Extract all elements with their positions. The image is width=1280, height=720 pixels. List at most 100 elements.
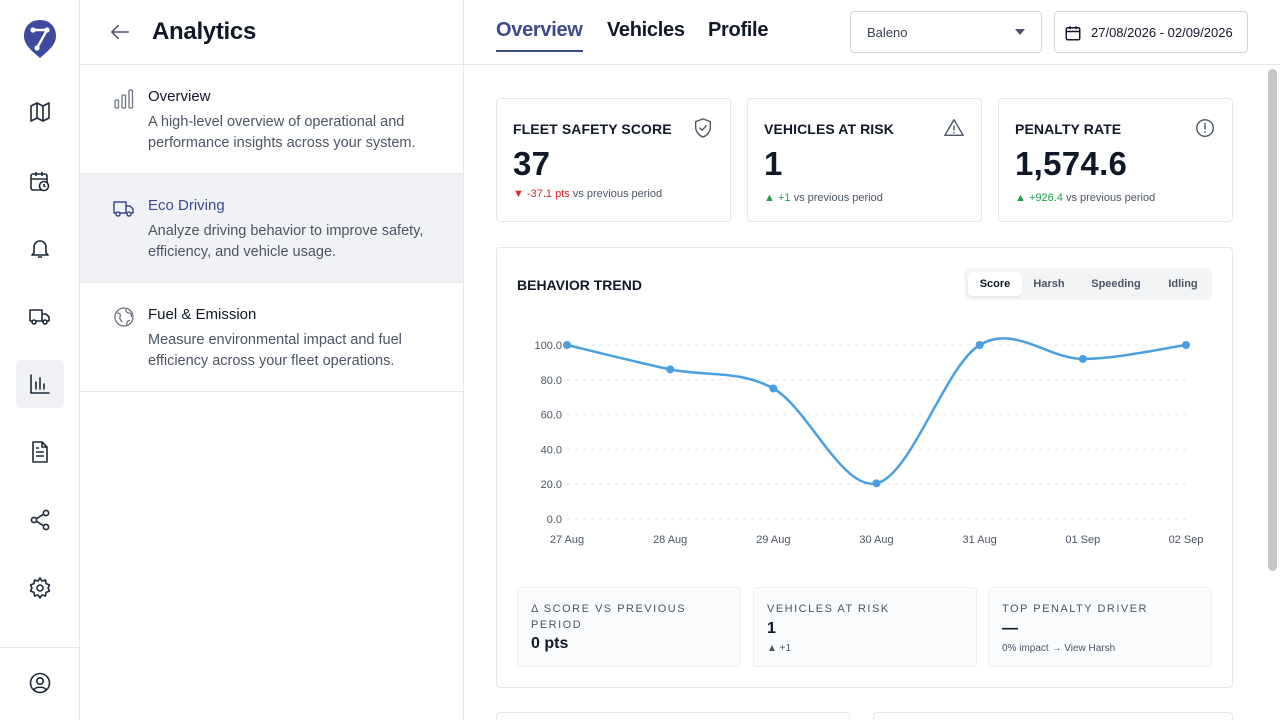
- rail-settings-button[interactable]: [16, 564, 64, 612]
- kpi-delta: ▼ -37.1 pts vs previous period: [513, 188, 662, 200]
- rail-reports-button[interactable]: [16, 428, 64, 476]
- vehicle-select-value: Baleno: [867, 24, 908, 40]
- kpi-value: 1: [764, 145, 783, 182]
- next-card-left: [496, 712, 850, 720]
- data-point[interactable]: [769, 384, 778, 393]
- next-card-right: [873, 712, 1233, 720]
- vehicle-select[interactable]: Baleno: [850, 11, 1042, 53]
- bar-chart-icon: [114, 89, 134, 109]
- stat-value: 1: [767, 620, 776, 637]
- user-circle-icon: [29, 672, 51, 694]
- calendar-clock-icon: [30, 172, 50, 192]
- rail-alerts-button[interactable]: [16, 224, 64, 272]
- y-tick-label: 20.0: [541, 479, 562, 491]
- segment-speeding[interactable]: Speeding: [1091, 278, 1141, 290]
- kpi-delta-value: +1: [777, 192, 791, 204]
- menu-item-title: Eco Driving: [148, 197, 225, 214]
- kpi-delta: ▲ +926.4 vs previous period: [1015, 192, 1155, 204]
- share-icon: [30, 509, 50, 531]
- menu-item-description: Analyze driving behavior to improve safe…: [148, 223, 424, 260]
- kpi-delta-arrow: ▲: [764, 192, 775, 204]
- kpi-card-penalty-rate: PENALTY RATE 1,574.6 ▲ +926.4 vs previou…: [998, 98, 1233, 222]
- menu-item-title: Overview: [148, 88, 211, 105]
- x-tick-label: 30 Aug: [859, 534, 893, 546]
- data-point[interactable]: [1182, 341, 1190, 349]
- x-tick-label: 27 Aug: [550, 534, 584, 546]
- tab-profile[interactable]: Profile: [708, 19, 769, 41]
- data-point[interactable]: [872, 479, 881, 488]
- kpi-value: 37: [513, 145, 551, 182]
- behavior-trend-card: BEHAVIOR TREND Score Harsh Speeding Idli…: [496, 247, 1233, 688]
- kpi-label: FLEET SAFETY SCORE: [513, 121, 672, 137]
- truck-icon: [29, 309, 50, 325]
- back-button[interactable]: [108, 20, 132, 44]
- rail-schedule-button[interactable]: [16, 157, 64, 205]
- kpi-delta-value: +926.4: [1028, 192, 1063, 204]
- segment-harsh[interactable]: Harsh: [1033, 278, 1065, 290]
- tab-vehicles[interactable]: Vehicles: [607, 19, 685, 41]
- warning-triangle-icon: [944, 119, 964, 137]
- icon-rail: [0, 0, 80, 720]
- menu-item-title: Fuel & Emission: [148, 306, 257, 323]
- metric-segmented-control: Score Harsh Speeding Idling: [964, 268, 1212, 300]
- data-point[interactable]: [563, 341, 571, 349]
- data-point[interactable]: [975, 341, 984, 349]
- stat-label: VEHICLES AT RISK: [767, 603, 890, 615]
- kpi-label: VEHICLES AT RISK: [764, 121, 894, 137]
- score-series-line: [566, 337, 1187, 485]
- kpi-card-fleet-safety-score: FLEET SAFETY SCORE 37 ▼ -37.1 pts vs pre…: [496, 98, 731, 222]
- rail-analytics-button[interactable]: [16, 360, 64, 408]
- stat-card-score-delta: Δ SCORE VS PREVIOUS PERIOD 0 pts: [517, 587, 741, 667]
- y-tick-label: 100.0: [534, 340, 562, 352]
- kpi-value: 1,574.6: [1015, 145, 1128, 182]
- menu-item-overview[interactable]: Overview A high-level overview of operat…: [80, 65, 463, 174]
- top-bar: Overview Vehicles Profile Baleno 27/08/2…: [464, 0, 1280, 65]
- y-tick-label: 80.0: [541, 375, 562, 387]
- stat-card-top-penalty-driver: TOP PENALTY DRIVER — 0% impact → View Ha…: [988, 587, 1212, 667]
- segment-score[interactable]: Score: [968, 272, 1022, 296]
- data-point[interactable]: [666, 365, 675, 374]
- stat-sub-link[interactable]: 0% impact → View Harsh: [1002, 643, 1116, 654]
- x-tick-label: 28 Aug: [653, 534, 687, 546]
- content-scrollbar[interactable]: [1268, 69, 1277, 571]
- map-icon: [30, 102, 50, 122]
- analytics-panel: Analytics Overview A high-level overview…: [80, 0, 464, 720]
- stat-card-vehicles-at-risk: VEHICLES AT RISK 1 ▲ +1: [753, 587, 977, 667]
- menu-item-eco-driving[interactable]: Eco Driving Analyze driving behavior to …: [80, 174, 463, 283]
- y-tick-label: 0.0: [547, 514, 562, 526]
- behavior-trend-title: BEHAVIOR TREND: [517, 277, 642, 293]
- y-tick-label: 40.0: [541, 444, 562, 456]
- logo-icon[interactable]: [22, 18, 58, 60]
- date-range-picker[interactable]: 27/08/2026 - 02/09/2026: [1054, 11, 1248, 53]
- chevron-down-icon: [1015, 29, 1025, 35]
- kpi-delta-arrow: ▲: [1015, 192, 1026, 204]
- menu-item-description: Measure environmental impact and fuel ef…: [148, 332, 402, 369]
- stat-value: 0 pts: [531, 635, 569, 652]
- menu-item-description: A high-level overview of operational and…: [148, 114, 416, 151]
- kpi-delta: ▲ +1 vs previous period: [764, 192, 883, 204]
- rail-account-button[interactable]: [16, 659, 64, 707]
- stat-label: TOP PENALTY DRIVER: [1002, 603, 1149, 615]
- stat-sub: ▲ +1: [767, 643, 792, 654]
- bell-icon: [31, 240, 49, 258]
- x-tick-label: 31 Aug: [963, 534, 997, 546]
- main-content: FLEET SAFETY SCORE 37 ▼ -37.1 pts vs pre…: [464, 65, 1280, 720]
- rail-share-button[interactable]: [16, 496, 64, 544]
- x-tick-label: 01 Sep: [1065, 534, 1100, 546]
- y-tick-label: 60.0: [541, 410, 562, 422]
- tab-overview[interactable]: Overview: [496, 19, 583, 41]
- stat-value: —: [1002, 620, 1018, 637]
- rail-map-button[interactable]: [16, 88, 64, 136]
- data-point[interactable]: [1078, 354, 1087, 363]
- alert-circle-icon: [1196, 119, 1214, 137]
- x-tick-label: 29 Aug: [756, 534, 790, 546]
- menu-item-fuel-emission[interactable]: Fuel & Emission Measure environmental im…: [80, 283, 463, 392]
- bar-chart-icon: [30, 374, 50, 394]
- rail-vehicles-button[interactable]: [16, 292, 64, 340]
- segment-idling[interactable]: Idling: [1168, 278, 1198, 290]
- shield-check-icon: [694, 118, 712, 138]
- kpi-label: PENALTY RATE: [1015, 121, 1122, 137]
- x-tick-label: 02 Sep: [1169, 534, 1204, 546]
- truck-icon: [113, 201, 134, 217]
